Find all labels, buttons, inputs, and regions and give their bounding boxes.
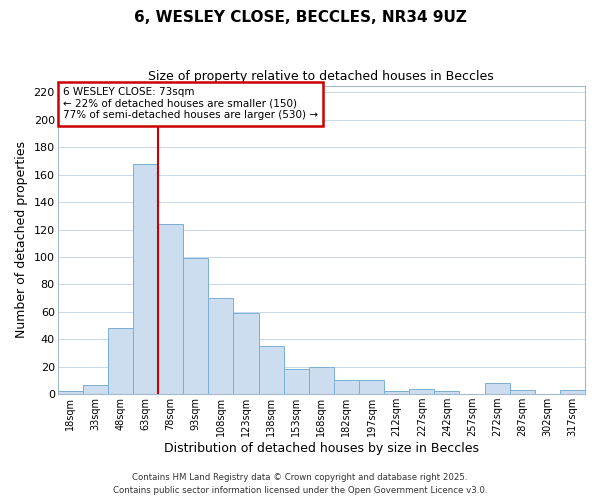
Bar <box>359 380 384 394</box>
Bar <box>485 383 509 394</box>
Bar <box>158 224 183 394</box>
Bar <box>334 380 359 394</box>
Bar <box>208 298 233 394</box>
Bar <box>309 366 334 394</box>
Bar <box>384 392 409 394</box>
Bar <box>409 388 434 394</box>
Title: Size of property relative to detached houses in Beccles: Size of property relative to detached ho… <box>148 70 494 83</box>
Bar <box>58 392 83 394</box>
Bar <box>434 392 460 394</box>
Bar <box>560 390 585 394</box>
Bar <box>133 164 158 394</box>
Bar <box>509 390 535 394</box>
Bar <box>233 313 259 394</box>
Y-axis label: Number of detached properties: Number of detached properties <box>15 142 28 338</box>
Text: Contains HM Land Registry data © Crown copyright and database right 2025.
Contai: Contains HM Land Registry data © Crown c… <box>113 474 487 495</box>
Bar <box>108 328 133 394</box>
Bar <box>284 370 309 394</box>
Bar <box>183 258 208 394</box>
Text: 6 WESLEY CLOSE: 73sqm
← 22% of detached houses are smaller (150)
77% of semi-det: 6 WESLEY CLOSE: 73sqm ← 22% of detached … <box>63 87 318 120</box>
Text: 6, WESLEY CLOSE, BECCLES, NR34 9UZ: 6, WESLEY CLOSE, BECCLES, NR34 9UZ <box>134 10 466 25</box>
Bar <box>83 384 108 394</box>
X-axis label: Distribution of detached houses by size in Beccles: Distribution of detached houses by size … <box>164 442 479 455</box>
Bar <box>259 346 284 394</box>
